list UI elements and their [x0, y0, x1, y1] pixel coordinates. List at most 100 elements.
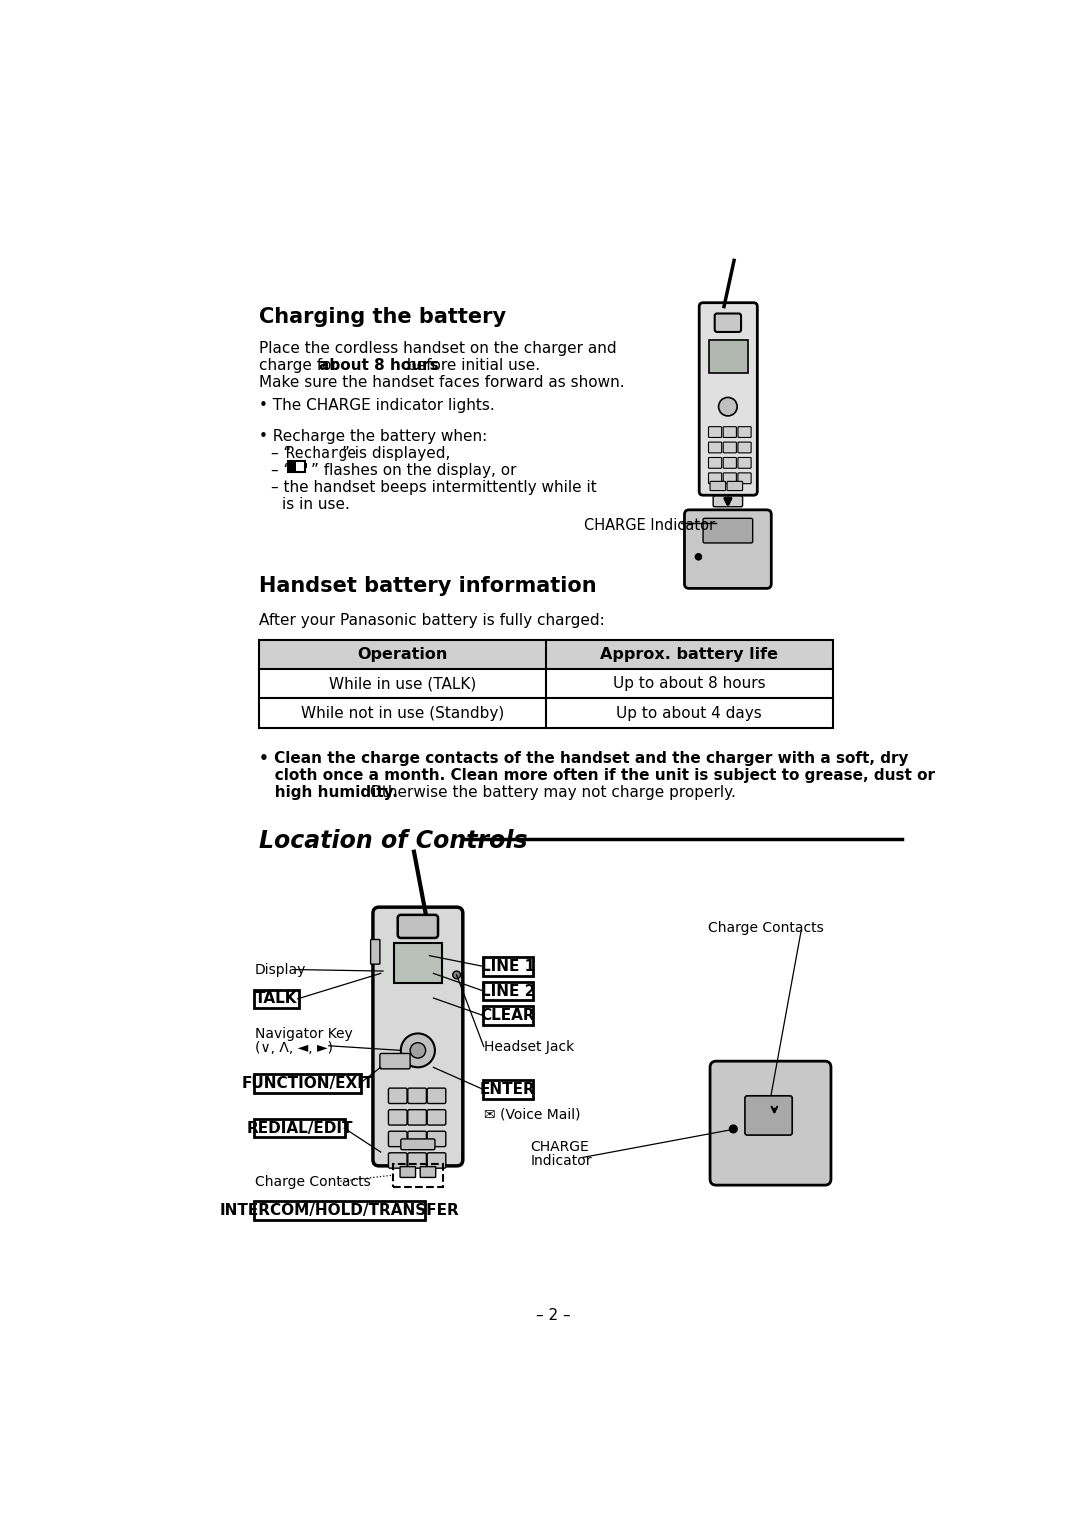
FancyBboxPatch shape: [724, 442, 737, 452]
FancyBboxPatch shape: [255, 1201, 424, 1219]
Circle shape: [729, 1125, 738, 1132]
Text: ENTER: ENTER: [480, 1082, 536, 1097]
Text: Display: Display: [255, 963, 307, 978]
Text: Otherwise the battery may not charge properly.: Otherwise the battery may not charge pro…: [365, 785, 737, 799]
Text: While not in use (Standby): While not in use (Standby): [300, 706, 504, 721]
Text: before initial use.: before initial use.: [403, 358, 540, 373]
Circle shape: [696, 553, 702, 559]
Text: LINE 1: LINE 1: [481, 960, 535, 973]
FancyBboxPatch shape: [738, 442, 751, 452]
Bar: [259, 640, 833, 669]
FancyBboxPatch shape: [483, 1080, 532, 1099]
FancyBboxPatch shape: [738, 472, 751, 484]
Text: is in use.: is in use.: [282, 497, 350, 512]
Text: FUNCTION/EXIT: FUNCTION/EXIT: [241, 1076, 374, 1091]
Text: Charging the battery: Charging the battery: [259, 307, 507, 327]
Text: high humidity.: high humidity.: [259, 785, 397, 799]
FancyBboxPatch shape: [708, 442, 721, 452]
Text: – “: – “: [271, 463, 291, 478]
Text: Place the cordless handset on the charger and: Place the cordless handset on the charge…: [259, 341, 617, 356]
FancyBboxPatch shape: [727, 481, 743, 490]
Text: Navigator Key: Navigator Key: [255, 1027, 353, 1041]
FancyBboxPatch shape: [713, 497, 743, 507]
FancyBboxPatch shape: [708, 426, 721, 437]
FancyBboxPatch shape: [724, 472, 737, 484]
FancyBboxPatch shape: [255, 1118, 345, 1137]
Circle shape: [401, 1033, 435, 1068]
Text: Operation: Operation: [357, 646, 447, 662]
Text: ✉ (Voice Mail): ✉ (Voice Mail): [484, 1108, 580, 1122]
Text: Make sure the handset faces forward as shown.: Make sure the handset faces forward as s…: [259, 374, 624, 390]
FancyBboxPatch shape: [483, 983, 532, 1001]
Text: CLEAR: CLEAR: [481, 1008, 535, 1024]
Text: CHARGE: CHARGE: [530, 1140, 589, 1155]
Text: (∨, Λ, ◄, ►): (∨, Λ, ◄, ►): [255, 1041, 333, 1056]
Text: After your Panasonic battery is fully charged:: After your Panasonic battery is fully ch…: [259, 613, 605, 628]
Text: Recharge: Recharge: [286, 446, 356, 461]
FancyBboxPatch shape: [708, 341, 748, 373]
FancyBboxPatch shape: [685, 510, 771, 588]
FancyBboxPatch shape: [373, 908, 463, 1166]
Circle shape: [410, 1042, 426, 1057]
FancyBboxPatch shape: [715, 313, 741, 332]
Text: – “: – “: [271, 446, 291, 461]
Text: Indicator: Indicator: [530, 1154, 592, 1169]
FancyBboxPatch shape: [389, 1109, 407, 1125]
Text: ” flashes on the display, or: ” flashes on the display, or: [311, 463, 516, 478]
FancyBboxPatch shape: [389, 1088, 407, 1103]
Text: Charge Contacts: Charge Contacts: [255, 1175, 370, 1189]
FancyBboxPatch shape: [389, 1152, 407, 1169]
Text: Charge Contacts: Charge Contacts: [708, 921, 824, 935]
FancyBboxPatch shape: [483, 1007, 532, 1025]
FancyBboxPatch shape: [408, 1088, 427, 1103]
FancyBboxPatch shape: [394, 943, 442, 984]
Text: • Recharge the battery when:: • Recharge the battery when:: [259, 429, 487, 445]
FancyBboxPatch shape: [380, 1053, 410, 1070]
FancyBboxPatch shape: [305, 463, 307, 469]
Text: While in use (TALK): While in use (TALK): [328, 677, 476, 691]
FancyBboxPatch shape: [255, 990, 298, 1008]
FancyBboxPatch shape: [400, 1167, 416, 1178]
FancyBboxPatch shape: [408, 1131, 427, 1146]
Text: LINE 2: LINE 2: [481, 984, 535, 999]
FancyBboxPatch shape: [710, 481, 726, 490]
Text: • The CHARGE indicator lights.: • The CHARGE indicator lights.: [259, 399, 495, 413]
FancyBboxPatch shape: [745, 1096, 793, 1135]
FancyBboxPatch shape: [408, 1152, 427, 1169]
FancyBboxPatch shape: [710, 1060, 831, 1186]
Text: Handset battery information: Handset battery information: [259, 576, 596, 596]
Bar: [259, 640, 833, 727]
FancyBboxPatch shape: [428, 1088, 446, 1103]
Text: REDIAL/EDIT: REDIAL/EDIT: [246, 1120, 353, 1135]
Text: charge for: charge for: [259, 358, 342, 373]
Text: cloth once a month. Clean more often if the unit is subject to grease, dust or: cloth once a month. Clean more often if …: [259, 767, 935, 782]
FancyBboxPatch shape: [401, 1138, 435, 1149]
Text: • Clean the charge contacts of the handset and the charger with a soft, dry: • Clean the charge contacts of the hands…: [259, 750, 908, 766]
FancyBboxPatch shape: [288, 461, 296, 471]
FancyBboxPatch shape: [738, 457, 751, 468]
FancyBboxPatch shape: [724, 457, 737, 468]
Text: – the handset beeps intermittently while it: – the handset beeps intermittently while…: [271, 480, 596, 495]
Text: TALK: TALK: [255, 992, 298, 1007]
FancyBboxPatch shape: [724, 426, 737, 437]
Text: Location of Controls: Location of Controls: [259, 828, 528, 853]
FancyBboxPatch shape: [420, 1167, 435, 1178]
Text: – 2 –: – 2 –: [536, 1308, 571, 1323]
FancyBboxPatch shape: [389, 1131, 407, 1146]
FancyBboxPatch shape: [428, 1152, 446, 1169]
FancyBboxPatch shape: [708, 472, 721, 484]
FancyBboxPatch shape: [703, 518, 753, 542]
FancyBboxPatch shape: [483, 957, 532, 976]
Text: CHARGE Indicator: CHARGE Indicator: [584, 518, 716, 533]
FancyBboxPatch shape: [428, 1131, 446, 1146]
Text: about 8 hours: about 8 hours: [319, 358, 438, 373]
FancyBboxPatch shape: [699, 303, 757, 495]
Text: Headset Jack: Headset Jack: [484, 1041, 573, 1054]
FancyBboxPatch shape: [738, 426, 751, 437]
FancyBboxPatch shape: [255, 1074, 361, 1093]
Text: Up to about 4 days: Up to about 4 days: [617, 706, 762, 721]
Text: Up to about 8 hours: Up to about 8 hours: [612, 677, 766, 691]
Text: INTERCOM/HOLD/TRANSFER: INTERCOM/HOLD/TRANSFER: [219, 1203, 459, 1218]
Circle shape: [718, 397, 738, 416]
Text: Approx. battery life: Approx. battery life: [600, 646, 778, 662]
